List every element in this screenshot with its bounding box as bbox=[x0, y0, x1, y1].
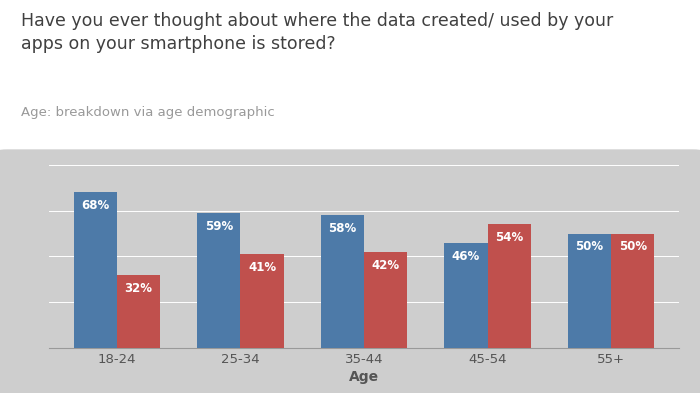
Text: 68%: 68% bbox=[81, 199, 109, 212]
Text: 46%: 46% bbox=[452, 250, 480, 263]
Text: 59%: 59% bbox=[204, 220, 233, 233]
Bar bbox=[364, 252, 407, 348]
Bar bbox=[74, 193, 117, 348]
Bar bbox=[568, 233, 611, 348]
Text: 41%: 41% bbox=[248, 261, 276, 274]
Text: 54%: 54% bbox=[495, 231, 524, 244]
Text: 42%: 42% bbox=[372, 259, 400, 272]
FancyBboxPatch shape bbox=[0, 149, 700, 393]
Text: Have you ever thought about where the data created/ used by your
apps on your sm: Have you ever thought about where the da… bbox=[21, 12, 613, 53]
Text: 58%: 58% bbox=[328, 222, 356, 235]
Text: Age: breakdown via age demographic: Age: breakdown via age demographic bbox=[21, 106, 274, 119]
Bar bbox=[444, 243, 487, 348]
Text: 50%: 50% bbox=[575, 241, 603, 253]
X-axis label: Age: Age bbox=[349, 370, 379, 384]
Bar bbox=[241, 254, 284, 348]
Bar bbox=[321, 215, 364, 348]
Text: 32%: 32% bbox=[125, 281, 153, 295]
Bar bbox=[611, 233, 655, 348]
Text: 50%: 50% bbox=[619, 241, 647, 253]
Bar bbox=[487, 224, 531, 348]
Bar bbox=[197, 213, 241, 348]
Bar bbox=[117, 275, 160, 348]
